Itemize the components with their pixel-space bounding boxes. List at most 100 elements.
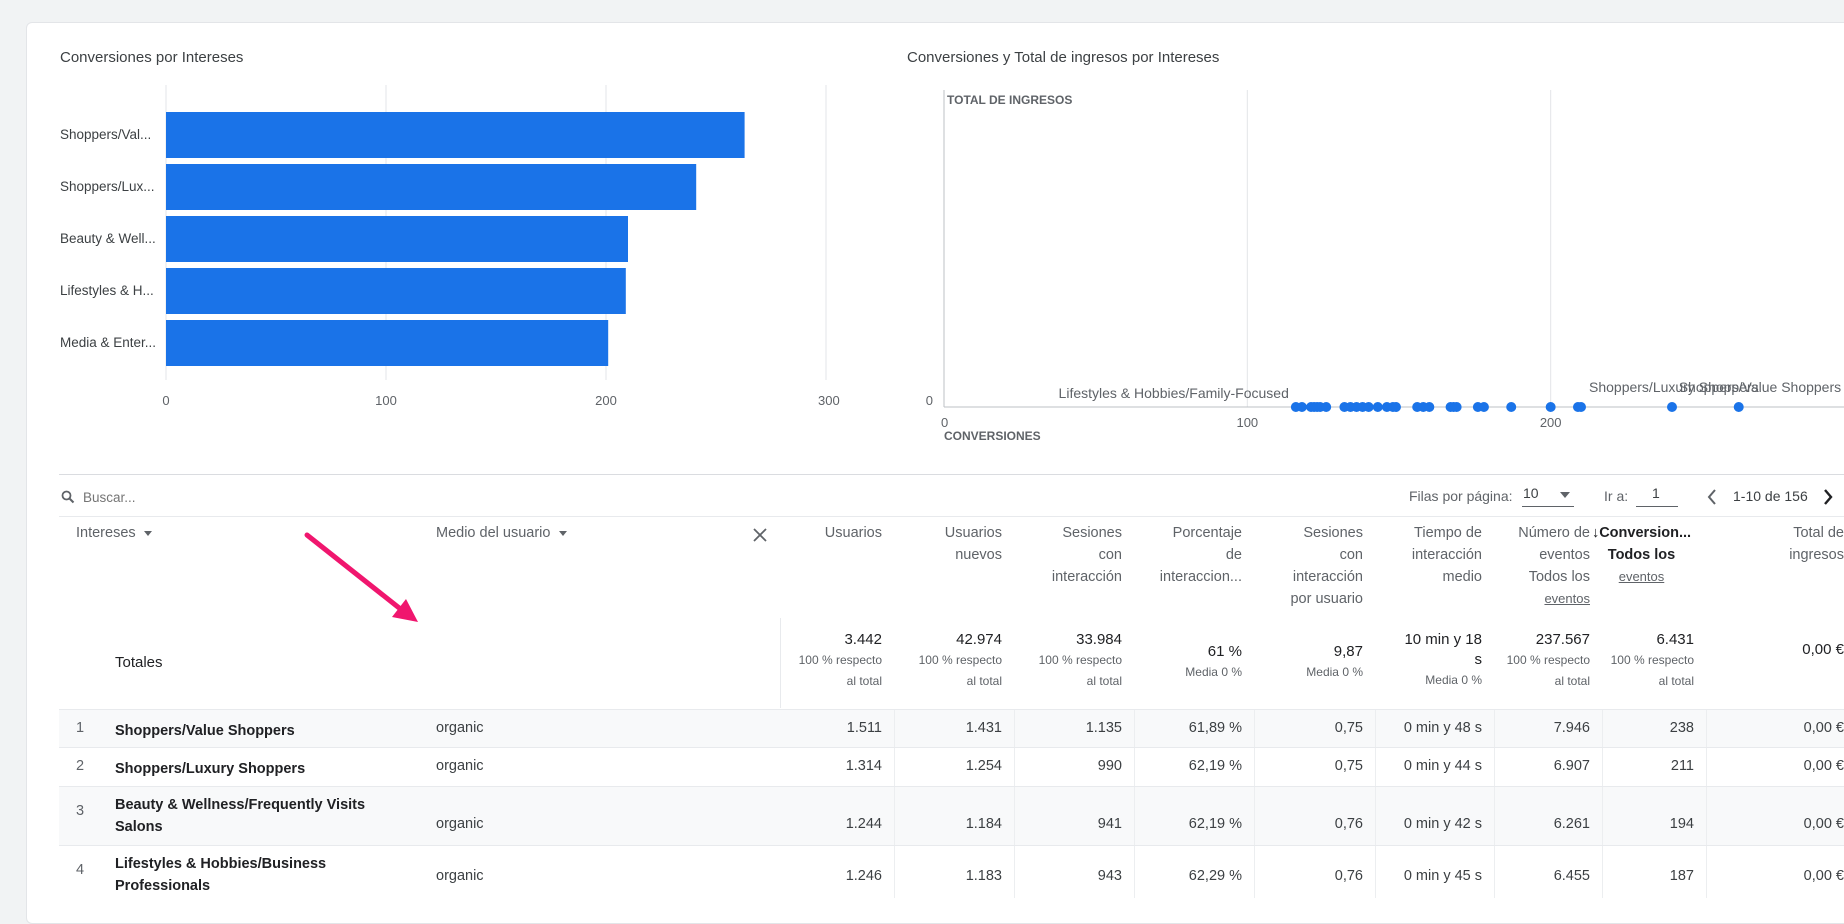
medium-cell: organic: [436, 758, 484, 774]
dimension-header-medio[interactable]: Medio del usuario: [436, 525, 567, 541]
metric-cell: 1.135: [1085, 720, 1122, 736]
total-value: 10 min y 18: [1404, 631, 1482, 648]
column-header-line: medio: [1442, 569, 1483, 585]
column-header-line: Usuarios: [824, 525, 882, 541]
interest-line: Shoppers/Luxury Shoppers: [115, 761, 306, 777]
total-cell: 237.567 100 % respecto al total: [1480, 630, 1590, 692]
bar[interactable]: [166, 320, 609, 366]
column-header-line: Porcentaje: [1172, 525, 1242, 541]
column-header-line: nuevos: [955, 547, 1002, 563]
bar[interactable]: [166, 164, 697, 210]
total-value: 33.984: [1076, 631, 1122, 648]
column-separator: [1706, 710, 1707, 748]
interest-line: Salons: [115, 819, 163, 835]
column-separator: [1494, 846, 1495, 898]
column-separator: [1706, 846, 1707, 898]
total-subtext: 100 % respecto: [918, 653, 1002, 667]
table-row[interactable]: 3 Beauty & Wellness/Frequently Visits Salo…: [59, 786, 1844, 846]
dimension-header-intereses[interactable]: Intereses: [76, 525, 152, 541]
chevron-right-icon[interactable]: [1822, 488, 1834, 506]
bar-x-tick-label: 0: [162, 393, 169, 408]
metric-cell: 62,29 %: [1188, 868, 1242, 884]
metric-cell: 0 min y 48 s: [1403, 720, 1482, 736]
column-separator: [1134, 787, 1135, 846]
interest-line: Shoppers/Value Shoppers: [115, 723, 295, 739]
metric-cell: 1.183: [965, 868, 1002, 884]
scatter-point[interactable]: [1363, 402, 1374, 412]
scatter-x-axis-label: CONVERSIONES: [944, 429, 1041, 443]
scatter-point[interactable]: [1478, 402, 1489, 412]
column-separator: [1134, 748, 1135, 787]
close-icon[interactable]: [752, 527, 768, 543]
table-row[interactable]: 2 Shoppers/Luxury Shoppers organic 1.314 1.2…: [59, 747, 1844, 787]
metric-cell: 941: [1097, 816, 1122, 832]
scatter-point[interactable]: [1576, 402, 1586, 412]
scatter-point[interactable]: [1733, 402, 1744, 412]
scatter-chart: TOTAL DE INGRESOSCONVERSIONES0010020030L…: [926, 90, 1844, 443]
scatter-point[interactable]: [1451, 402, 1462, 412]
bar[interactable]: [166, 216, 628, 262]
column-header-line: de: [1225, 547, 1242, 563]
column-header-line: eventos: [1618, 569, 1665, 584]
goto-input[interactable]: 1: [1636, 484, 1678, 507]
column-header-nuevos[interactable]: Usuarios nuevos: [892, 522, 1002, 566]
goto-label: Ir a:: [1604, 488, 1629, 504]
scatter-point[interactable]: [1321, 402, 1332, 412]
bar-category-label: Lifestyles & H...: [60, 283, 154, 298]
scatter-point[interactable]: [1390, 402, 1401, 412]
total-subtext: Media 0 %: [1306, 665, 1363, 679]
table-row[interactable]: 4 Lifestyles & Hobbies/Business Profession…: [59, 845, 1844, 898]
metric-cell: 0,76: [1334, 816, 1363, 832]
bar-x-tick-label: 200: [595, 393, 617, 408]
column-header-line: interacción: [1411, 547, 1482, 563]
table-row[interactable]: 1 Shoppers/Value Shoppers organic 1.511 1.43…: [59, 709, 1844, 748]
search-box[interactable]: [61, 486, 361, 508]
column-header-eventos[interactable]: Número de eventos Todos los eventos: [1480, 522, 1590, 610]
interest-line: Beauty & Wellness/Frequently Visits: [115, 797, 366, 813]
bar[interactable]: [166, 112, 745, 158]
total-value: 3.442: [844, 631, 882, 648]
column-header-line: con: [1339, 547, 1363, 563]
column-header-conversiones[interactable]: ↓Conversion... Todos los eventos: [1589, 522, 1694, 588]
metric-cell: 0,75: [1334, 758, 1363, 774]
column-separator: [1375, 748, 1376, 787]
column-separator: [1375, 787, 1376, 846]
rows-per-page-select[interactable]: 10: [1522, 484, 1574, 507]
column-header-line: interaccion...: [1159, 569, 1242, 585]
total-subtext: al total: [1554, 674, 1590, 688]
metric-cell: 1.314: [845, 758, 882, 774]
scatter-point[interactable]: [1506, 402, 1517, 412]
column-header-line: ingresos: [1789, 547, 1844, 563]
scatter-x-tick-label: 0: [941, 415, 948, 430]
metric-cell: 61,89 %: [1188, 720, 1242, 736]
metric-cell: 0,00 €: [1803, 758, 1844, 774]
metric-cell: 0 min y 44 s: [1403, 758, 1482, 774]
column-separator: [1134, 846, 1135, 898]
scatter-point[interactable]: [1372, 402, 1383, 412]
total-subtext: al total: [966, 674, 1002, 688]
scatter-point[interactable]: [1667, 402, 1677, 412]
scatter-y-axis-label: TOTAL DE INGRESOS: [947, 93, 1072, 107]
total-cell: 33.984 100 % respecto al total: [1012, 630, 1122, 692]
total-value: 6.431: [1656, 631, 1694, 648]
column-header-porcentaje[interactable]: Porcentaje de interaccion...: [1132, 522, 1242, 588]
total-value: 9,87: [1333, 643, 1363, 660]
row-index: 4: [76, 862, 85, 878]
total-cell: 0,00 €: [1749, 640, 1844, 660]
chevron-left-icon[interactable]: [1706, 488, 1718, 506]
column-header-usuarios[interactable]: Usuarios: [772, 522, 882, 544]
metric-cell: 62,19 %: [1188, 758, 1242, 774]
total-cell: 10 min y 18 s Media 0 %: [1372, 630, 1482, 691]
column-header-sesiones[interactable]: Sesiones con interacción: [1012, 522, 1122, 588]
column-header-ingresos[interactable]: Total de ingresos: [1749, 522, 1844, 566]
search-input[interactable]: [81, 486, 345, 508]
column-header-sesiones_usuario[interactable]: Sesiones con interacción por usuario: [1253, 522, 1363, 610]
bar[interactable]: [166, 268, 626, 314]
scatter-point[interactable]: [1545, 402, 1556, 412]
total-subtext: Media 0 %: [1425, 673, 1482, 687]
column-header-line: eventos: [1544, 591, 1590, 606]
metric-cell: 211: [1670, 758, 1694, 774]
scatter-point[interactable]: [1424, 402, 1435, 412]
column-header-tiempo[interactable]: Tiempo de interacción medio: [1372, 522, 1482, 588]
scatter-point[interactable]: [1296, 402, 1307, 412]
